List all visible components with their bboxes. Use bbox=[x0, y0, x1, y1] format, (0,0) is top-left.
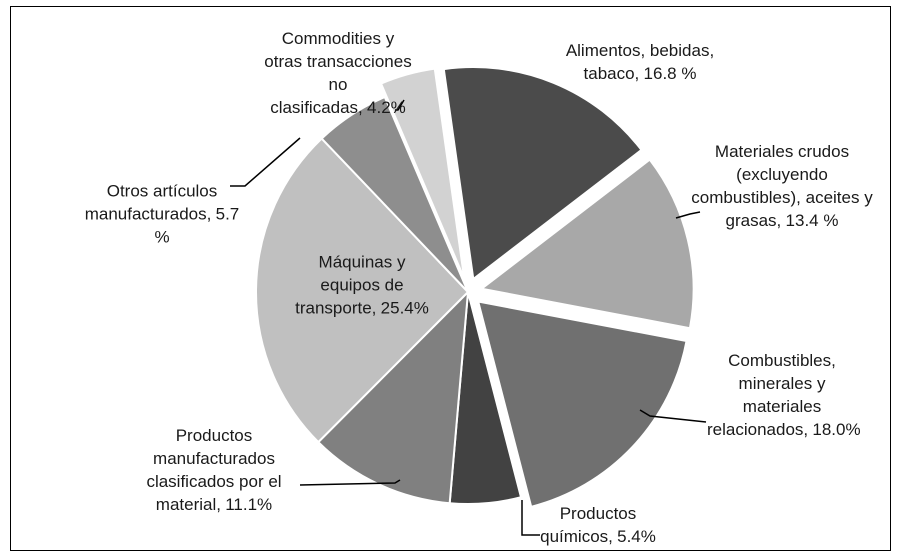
leader-line bbox=[230, 137, 301, 187]
pie-slice bbox=[255, 137, 470, 444]
value-label: 4.2% bbox=[367, 98, 406, 117]
value-label: 18.0% bbox=[812, 420, 861, 439]
value-label: 13.4 % bbox=[785, 211, 839, 230]
category-label: Combustibles, minerales y materiales rel… bbox=[707, 351, 836, 439]
leader-line bbox=[395, 99, 405, 111]
category-label: Commodities y otras transacciones no cla… bbox=[264, 29, 412, 117]
pie-slice bbox=[316, 289, 470, 505]
pie-slice bbox=[379, 67, 466, 279]
category-label: Máquinas y equipos de transporte, bbox=[295, 252, 406, 318]
pie-slice bbox=[442, 66, 643, 281]
category-label: Productos químicos, bbox=[540, 504, 637, 546]
slice-label: Productos químicos, 5.4% bbox=[533, 502, 663, 548]
category-label: Otros artículos manufacturados, bbox=[84, 181, 218, 224]
pie-slice bbox=[320, 95, 469, 293]
slice-label: Máquinas y equipos de transporte, 25.4% bbox=[287, 251, 437, 320]
value-label: 11.1% bbox=[225, 495, 273, 514]
value-label: 25.4% bbox=[380, 298, 429, 318]
category-label: Productos manufacturados clasificados po… bbox=[146, 426, 282, 514]
pie bbox=[255, 66, 695, 509]
leader-line bbox=[675, 211, 701, 219]
slice-label: Materiales crudos (excluyendo combustibl… bbox=[685, 140, 880, 232]
leader-line bbox=[639, 409, 707, 423]
value-label: 5.4% bbox=[617, 527, 656, 546]
slice-label: Productos manufacturados clasificados po… bbox=[124, 424, 304, 516]
category-label: Materiales crudos (excluyendo combustibl… bbox=[691, 142, 873, 230]
slice-label: Combustibles, minerales y materiales rel… bbox=[707, 349, 861, 441]
value-label: 16.8 % bbox=[643, 64, 697, 83]
slice-label: Otros artículos manufacturados, 5.7 % bbox=[77, 180, 247, 249]
slice-label: Commodities y otras transacciones no cla… bbox=[263, 27, 413, 119]
category-label: Alimentos, bebidas, tabaco, bbox=[565, 41, 715, 83]
value-label: 5.7 % bbox=[154, 204, 240, 247]
leader-line bbox=[299, 479, 401, 486]
leader-line bbox=[521, 500, 540, 536]
slice-label: Alimentos, bebidas, tabaco, 16.8 % bbox=[565, 39, 715, 85]
pie-slice bbox=[476, 300, 688, 509]
pie-slice bbox=[479, 158, 695, 330]
